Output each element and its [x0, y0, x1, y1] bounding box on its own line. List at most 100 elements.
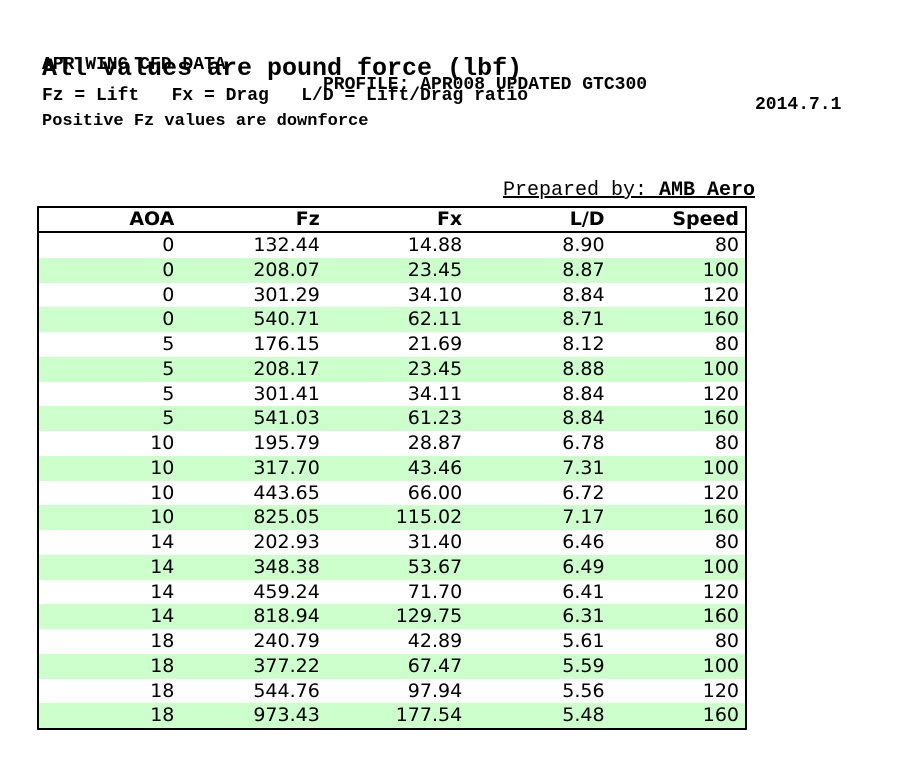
table-cell: 541.03: [253, 407, 320, 430]
table-row: 10 317.70 43.46 7.31 100: [38, 455, 746, 481]
table-cell: 23.45: [407, 357, 463, 380]
table-cell: 80: [714, 531, 739, 553]
table-cell: 160: [702, 704, 739, 727]
profile-label: PROFILE: APR008 UPDATED GTC300: [323, 75, 648, 95]
table-cell: 100: [702, 357, 739, 380]
table-cell: 18: [150, 654, 175, 677]
table-cell: 100: [702, 258, 739, 281]
table-cell: 8.84: [562, 407, 605, 430]
table-cell: 5.61: [562, 630, 605, 652]
table-row: 5 301.41 34.11 8.84 120: [38, 382, 746, 407]
table-cell: 120: [702, 283, 739, 306]
table-cell: 208.07: [253, 258, 320, 281]
table-cell: 97.94: [407, 679, 463, 702]
table-cell: 115.02: [395, 506, 463, 529]
table-cell: 443.65: [253, 481, 320, 504]
table-cell: 14: [150, 531, 175, 553]
table-cell: 61.23: [407, 407, 463, 430]
column-header-speed: Speed: [610, 207, 746, 233]
table-cell: 34.11: [407, 382, 463, 405]
table-cell: 818.94: [253, 605, 320, 628]
table-cell: 6.72: [562, 481, 605, 504]
table-cell: 10: [150, 432, 175, 454]
table-cell: 8.84: [562, 283, 605, 306]
cfd-data-table: AOA Fz Fx L/D Speed 0 132.44 14.88 8.90 80 0 208.0…: [37, 206, 747, 730]
table-cell: 377.22: [253, 654, 320, 677]
table-cell: 28.87: [407, 432, 463, 454]
prepared-by-label: Prepared by:: [502, 179, 659, 202]
table-cell: 66.00: [407, 481, 463, 504]
table-row: 14 818.94 129.75 6.31 160: [38, 604, 746, 629]
table-body: 0 132.44 14.88 8.90 80 0 208.07 23.45 8.87 100 0 30…: [38, 232, 746, 729]
table-cell: 240.79: [253, 630, 320, 652]
table-cell: 544.76: [253, 679, 320, 702]
table-cell: 14: [150, 605, 175, 628]
table-cell: 825.05: [253, 506, 320, 529]
table-cell: 317.70: [253, 456, 320, 479]
table-cell: 5: [162, 333, 175, 355]
table-row: 5 176.15 21.69 8.12 80: [38, 332, 746, 357]
prepared-by: Prepared by: AMB Aero: [503, 179, 755, 202]
table-cell: 160: [702, 308, 739, 331]
table-cell: 31.40: [407, 531, 463, 553]
table-cell: 160: [702, 506, 739, 529]
table-cell: 100: [702, 456, 739, 479]
table-cell: 80: [714, 432, 739, 454]
table-cell: 301.29: [253, 283, 320, 306]
table-row: 18 377.22 67.47 5.59 100: [38, 653, 746, 679]
table-cell: 43.46: [407, 456, 463, 479]
table-cell: 132.44: [253, 234, 320, 256]
table-cell: 6.78: [562, 432, 605, 454]
table-cell: 6.41: [562, 580, 605, 603]
table-row: 0 301.29 34.10 8.84 120: [38, 283, 746, 308]
table-row: 14 348.38 53.67 6.49 100: [38, 554, 746, 580]
table-cell: 0: [162, 234, 175, 256]
table-cell: 53.67: [407, 555, 463, 578]
table-cell: 8.71: [562, 308, 605, 331]
column-header-fz: Fz: [180, 207, 326, 233]
table-cell: 14: [150, 555, 175, 578]
table-row: 18 973.43 177.54 5.48 160: [38, 703, 746, 729]
table-cell: 6.49: [562, 555, 605, 578]
table-cell: 23.45: [407, 258, 463, 281]
table-cell: 540.71: [253, 308, 320, 331]
table-cell: 80: [714, 234, 739, 256]
table-cell: 42.89: [407, 630, 463, 652]
table-row: 10 195.79 28.87 6.78 80: [38, 431, 746, 456]
prepared-by-name: AMB Aero: [658, 179, 755, 202]
table-cell: 195.79: [253, 432, 320, 454]
table-cell: 120: [702, 580, 739, 603]
legend-line: Fz = Lift Fx = Drag L/D = Lift/Drag rati…: [42, 86, 529, 106]
table-cell: 973.43: [253, 704, 320, 727]
table-cell: 5: [162, 407, 175, 430]
column-header-l-d: L/D: [468, 207, 611, 233]
table-cell: 10: [150, 456, 175, 479]
table-row: 5 208.17 23.45 8.88 100: [38, 356, 746, 382]
column-header-aoa: AOA: [38, 207, 181, 233]
table-cell: 6.31: [562, 605, 605, 628]
table-cell: 8.12: [562, 333, 605, 355]
table-cell: 14: [150, 580, 175, 603]
table-cell: 177.54: [395, 704, 463, 727]
table-cell: 202.93: [253, 531, 320, 553]
table-cell: 100: [702, 654, 739, 677]
table-cell: 8.88: [562, 357, 605, 380]
table-cell: 301.41: [253, 382, 320, 405]
table-cell: 14.88: [407, 234, 463, 256]
table-cell: 208.17: [253, 357, 320, 380]
table-cell: 0: [162, 283, 175, 306]
table-cell: 18: [150, 630, 175, 652]
table-cell: 0: [162, 308, 175, 331]
table-cell: 7.17: [562, 506, 605, 529]
table-cell: 100: [702, 555, 739, 578]
title-line: APR WING CFD DATA PROFILE: APR008 UPDATE…: [0, 35, 910, 115]
table-row: 10 825.05 115.02 7.17 160: [38, 505, 746, 530]
table-row: 0 132.44 14.88 8.90 80: [38, 232, 746, 258]
note-line: Positive Fz values are downforce: [42, 112, 369, 131]
table-cell: 18: [150, 704, 175, 727]
table-cell: 129.75: [395, 605, 463, 628]
table-cell: 5: [162, 382, 175, 405]
table-row: 10 443.65 66.00 6.72 120: [38, 481, 746, 506]
table-cell: 80: [714, 630, 739, 652]
table-cell: 80: [714, 333, 739, 355]
